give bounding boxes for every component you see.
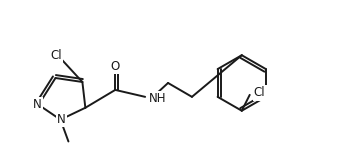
Text: N: N (57, 113, 66, 126)
Text: O: O (111, 60, 120, 73)
Text: Cl: Cl (254, 86, 265, 99)
Text: N: N (33, 98, 42, 111)
Text: NH: NH (149, 92, 167, 105)
Text: Cl: Cl (51, 49, 62, 62)
